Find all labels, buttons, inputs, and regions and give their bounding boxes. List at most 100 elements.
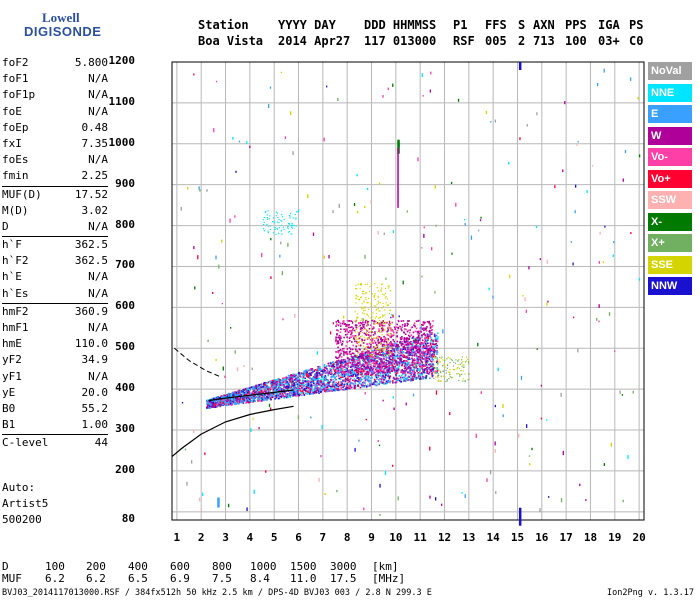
echo-point xyxy=(386,372,389,374)
echo-point xyxy=(375,312,377,315)
echo-point xyxy=(244,387,247,390)
echo-point xyxy=(351,348,354,351)
echo-point xyxy=(423,321,425,324)
echo-point xyxy=(344,358,346,361)
echo-point xyxy=(281,382,284,385)
echo-point xyxy=(429,351,432,354)
echo-point xyxy=(295,373,298,376)
echo-point xyxy=(372,367,374,370)
echo-point xyxy=(295,380,298,383)
echo-point xyxy=(247,388,250,390)
echo-point xyxy=(327,384,330,387)
echo-point xyxy=(299,388,302,390)
echo-point xyxy=(215,404,217,407)
echo-point xyxy=(387,354,390,357)
echo-point xyxy=(289,391,292,393)
echo-point xyxy=(335,368,337,371)
echo-point xyxy=(266,387,268,390)
echo-point xyxy=(465,356,468,358)
echo-point xyxy=(309,391,312,394)
echo-point xyxy=(354,380,356,383)
echo-point xyxy=(360,306,362,308)
echo-point xyxy=(367,315,369,317)
echo-point xyxy=(290,386,292,389)
echo-point xyxy=(418,363,421,366)
echo-point xyxy=(383,338,386,341)
echo-point xyxy=(211,400,214,403)
echo-point xyxy=(363,301,365,303)
echo-point xyxy=(388,323,390,326)
echo-point xyxy=(274,392,276,395)
echo-point xyxy=(309,390,312,392)
echo-point xyxy=(446,367,448,369)
echo-point xyxy=(363,367,365,369)
echo-point xyxy=(404,324,406,327)
echo-point xyxy=(296,390,299,392)
echo-point xyxy=(230,394,232,397)
echo-point xyxy=(442,365,444,367)
echo-point xyxy=(403,344,406,346)
echo-point xyxy=(440,375,442,377)
echo-point xyxy=(374,323,376,325)
echo-point xyxy=(343,336,345,339)
echo-point xyxy=(404,356,407,359)
echo-point xyxy=(326,369,329,372)
echo-point xyxy=(430,369,432,372)
echo-point xyxy=(316,380,319,382)
echo-point xyxy=(391,328,393,331)
echo-point xyxy=(346,383,348,385)
echo-point xyxy=(307,383,310,385)
echo-point xyxy=(389,327,391,329)
echo-point xyxy=(265,391,268,393)
echo-point xyxy=(344,379,347,382)
param-name: hmE xyxy=(2,337,22,351)
echo-point xyxy=(402,360,405,363)
echo-point xyxy=(372,362,375,364)
echo-point xyxy=(280,382,283,384)
echo-point xyxy=(424,376,427,378)
echo-point xyxy=(360,354,362,356)
echo-point xyxy=(256,396,259,399)
echo-point xyxy=(378,358,381,360)
echo-point xyxy=(332,361,335,364)
echo-point xyxy=(428,353,431,355)
echo-point xyxy=(224,403,227,405)
param-name: C-level xyxy=(2,436,49,450)
echo-point xyxy=(374,380,377,383)
echo-point xyxy=(395,347,398,349)
param-name: foF2 xyxy=(2,56,29,69)
echo-point xyxy=(417,320,419,322)
echo-point xyxy=(299,393,301,396)
echo-point xyxy=(430,349,433,352)
echo-point xyxy=(330,385,332,388)
echo-point xyxy=(375,309,377,311)
echo-point xyxy=(374,358,376,360)
echo-point xyxy=(231,392,234,395)
echo-point xyxy=(401,324,404,326)
echo-point xyxy=(459,375,461,377)
echo-point xyxy=(396,343,398,345)
echo-point xyxy=(340,356,343,358)
echo-point xyxy=(388,367,390,370)
echo-point xyxy=(356,362,359,365)
echo-point xyxy=(369,360,371,362)
echo-point xyxy=(389,345,392,348)
echo-point xyxy=(370,335,373,338)
echo-point xyxy=(361,370,363,373)
echo-point xyxy=(370,359,372,361)
echo-point xyxy=(425,354,428,356)
echo-point xyxy=(326,368,328,370)
echo-point xyxy=(355,371,358,373)
echo-point xyxy=(355,337,357,339)
echo-point xyxy=(372,342,375,345)
echo-point xyxy=(402,346,405,348)
echo-point xyxy=(383,315,385,317)
echo-point xyxy=(428,345,430,347)
echo-point xyxy=(388,320,391,324)
echo-point xyxy=(367,365,370,368)
echo-point xyxy=(359,371,362,373)
echo-point xyxy=(319,384,322,386)
echo-point xyxy=(225,401,228,404)
echo-point xyxy=(291,387,293,390)
echo-point xyxy=(298,392,300,395)
